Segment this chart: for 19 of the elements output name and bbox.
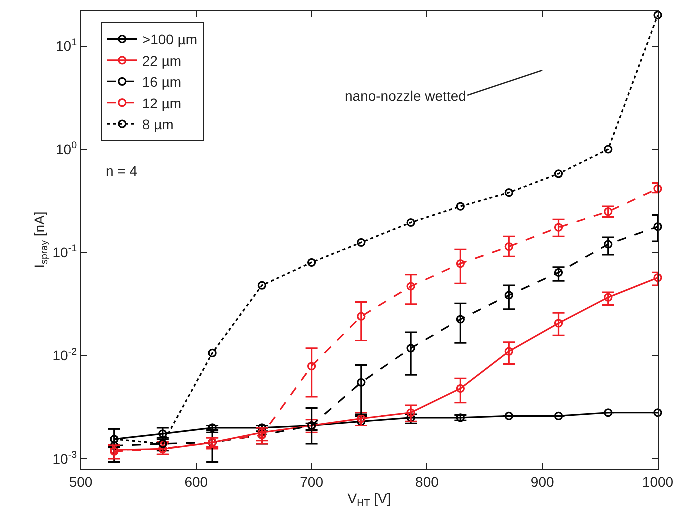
x-axis-title: V$_{HT}$ [V]	[348, 490, 392, 510]
y-tick-label: 10$^{0}$	[56, 140, 78, 158]
legend-label: >100 µm	[142, 32, 198, 48]
annotation: n = 4	[106, 163, 138, 179]
y-tick-label: 10$^{-2}$	[52, 346, 78, 364]
legend-label: 8 µm	[142, 116, 174, 133]
y-tick-label: 10$^{1}$	[56, 37, 78, 54]
legend-label: 12 µm	[142, 95, 182, 112]
annotation: nano-nozzle wetted	[345, 88, 466, 104]
x-tick-label: 700	[300, 474, 324, 490]
y-tick-label: 10$^{-3}$	[52, 450, 78, 467]
x-tick-label: 800	[416, 474, 440, 490]
legend-label: 16 µm	[142, 74, 182, 90]
y-tick-label: 10$^{-1}$	[52, 244, 78, 261]
x-tick-label: 1000	[642, 474, 674, 490]
x-tick-label: 500	[69, 474, 93, 490]
x-tick-label: 600	[184, 474, 208, 490]
legend-label: 22 µm	[142, 52, 182, 69]
x-tick-label: 900	[530, 474, 554, 490]
